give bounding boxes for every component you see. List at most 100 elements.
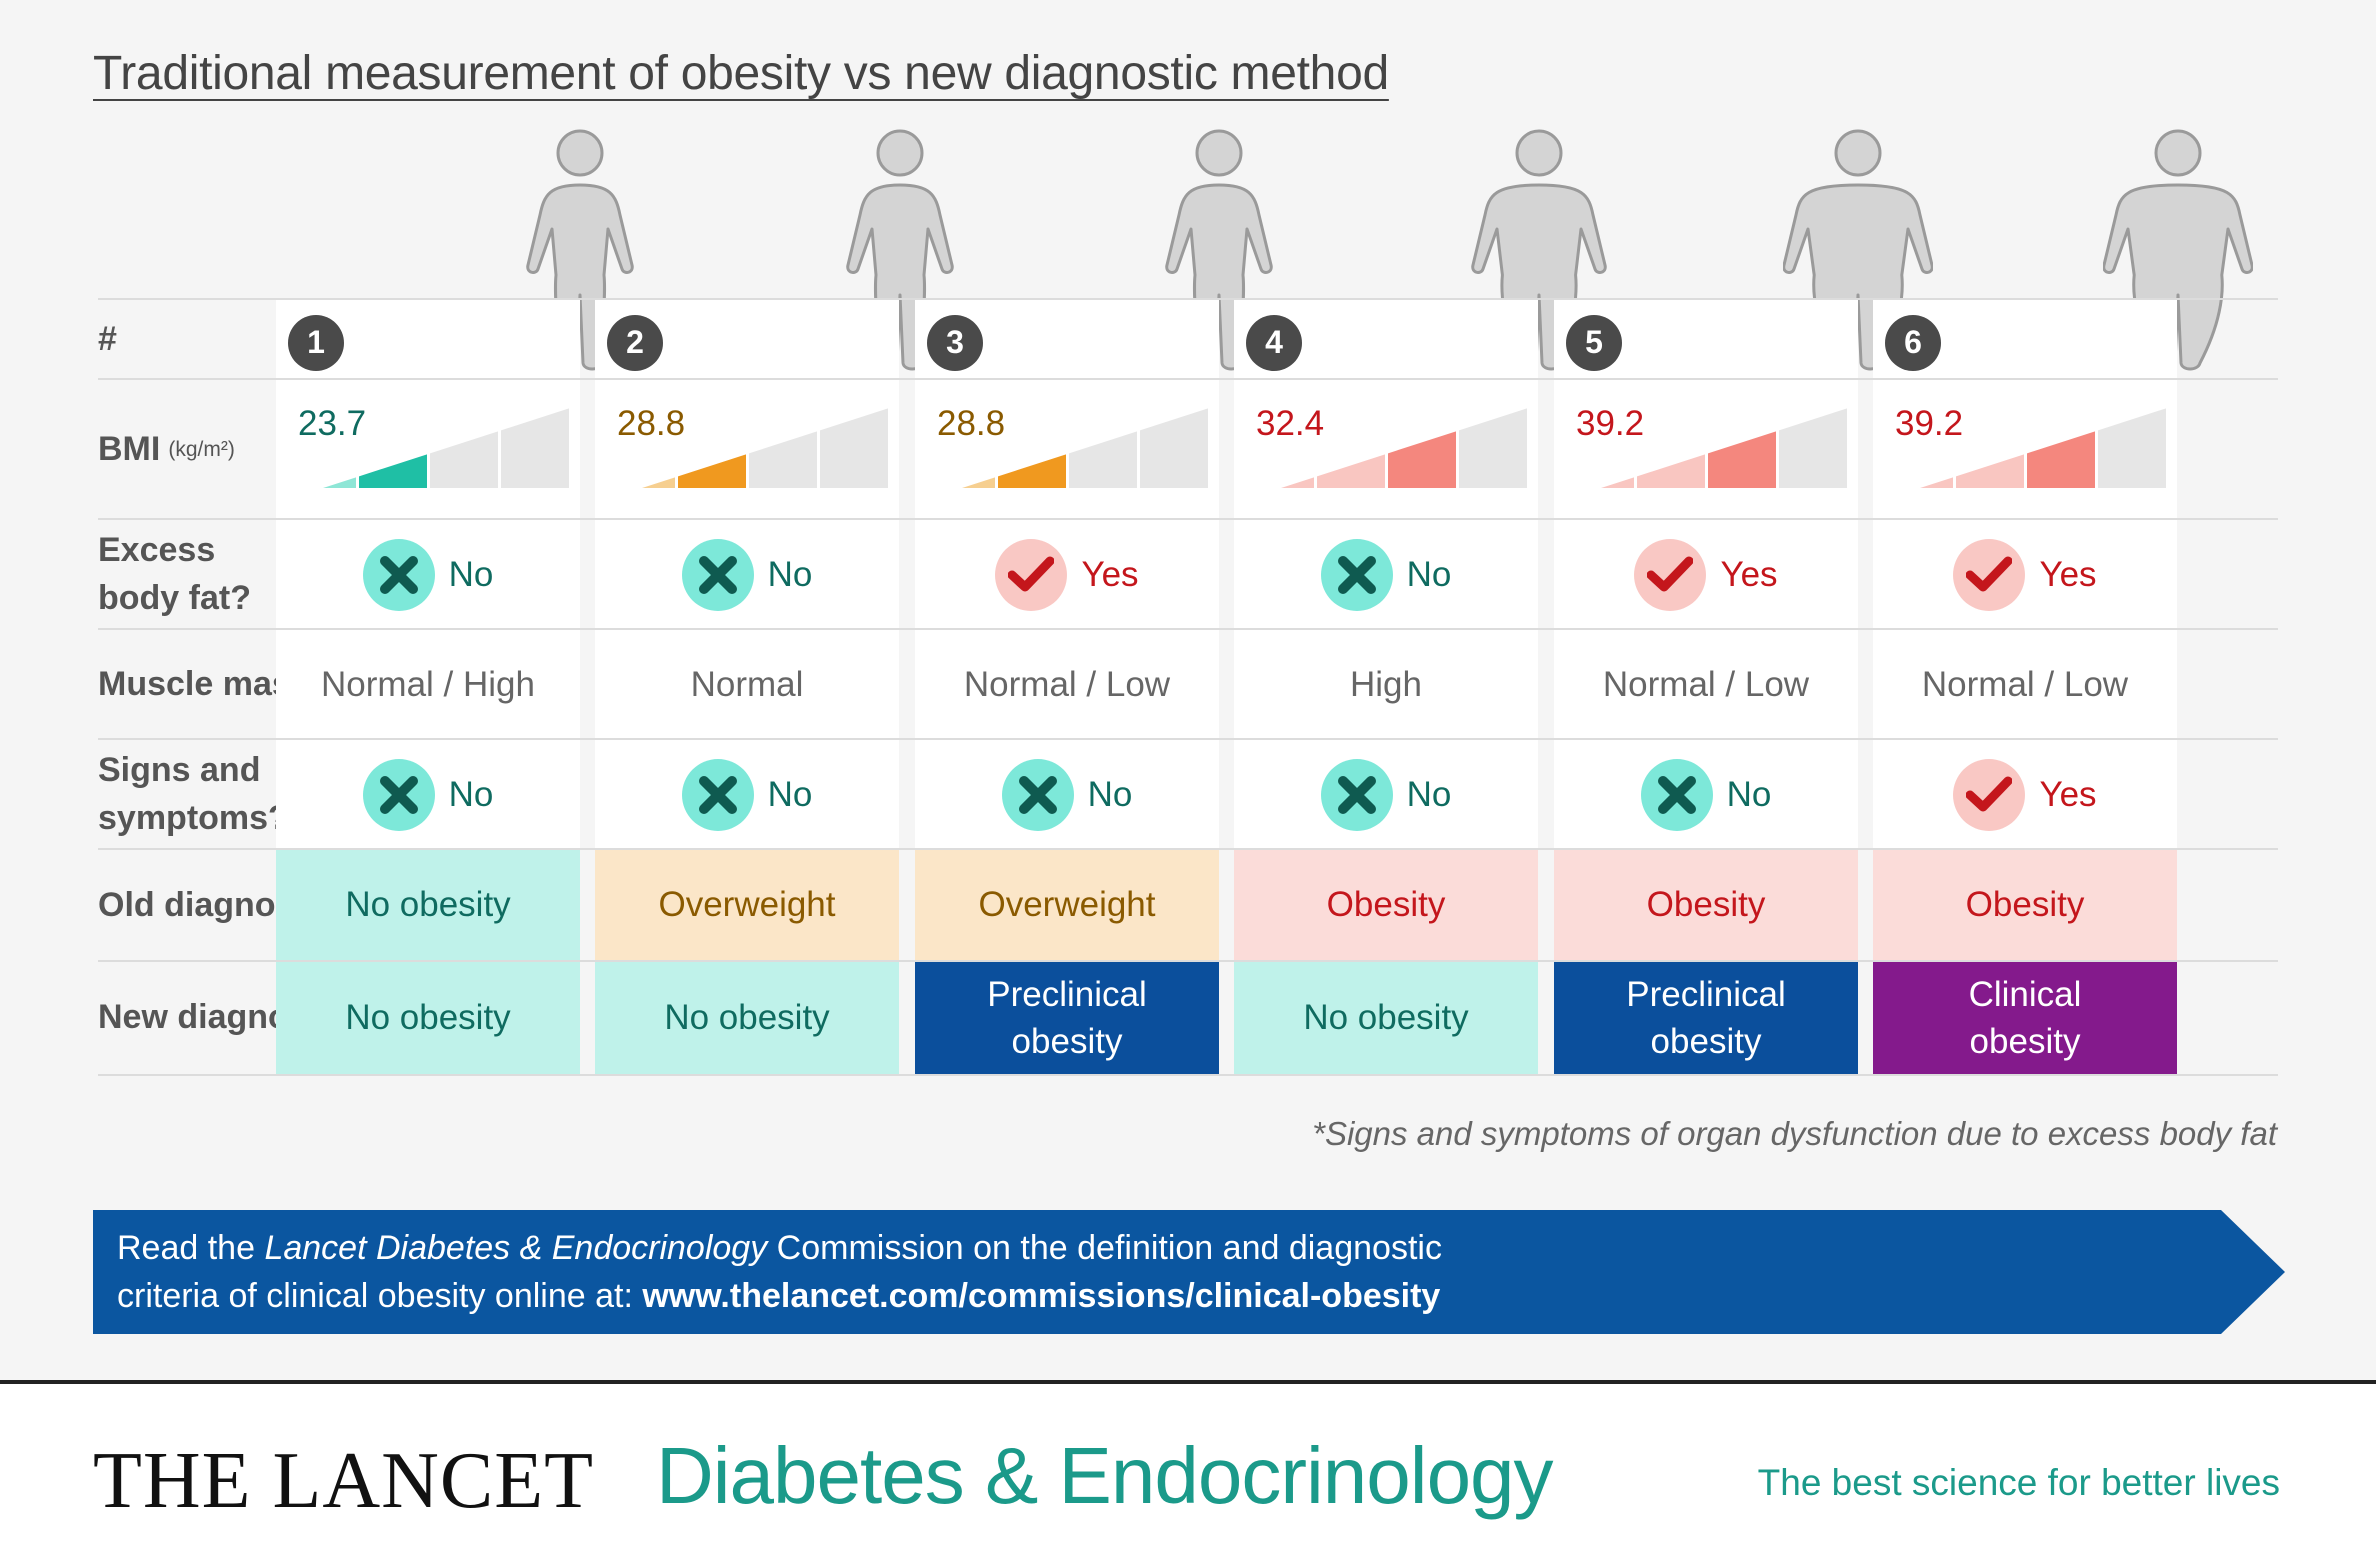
banner-text: Read the Lancet Diabetes & Endocrinology… — [117, 1224, 1442, 1320]
case-number-cell: 1 — [276, 300, 580, 380]
row-label-excess-fat: Excess body fat? — [98, 520, 363, 630]
bmi-value: 28.8 — [617, 404, 686, 443]
bmi-label: BMI — [98, 430, 161, 469]
excess-fat-answer: No — [448, 555, 494, 595]
bmi-segment — [2098, 408, 2166, 488]
bmi-segment — [1317, 454, 1385, 488]
excess-fat-label-line2: body fat? — [98, 579, 251, 617]
muscle-mass-row: Muscle mass Normal / High Normal Normal / … — [98, 628, 2278, 740]
case-number-cell: 4 — [1234, 300, 1538, 380]
signs-cell: No — [276, 740, 580, 850]
body-figure-4 — [1464, 125, 1614, 375]
bmi-scale-bar — [1281, 408, 1527, 488]
case-number-badge: 6 — [1885, 315, 1941, 371]
excess-fat-cell: No — [595, 520, 899, 630]
old-diagnosis-label: Obesity — [1646, 885, 1766, 925]
new-diagnosis-label: Clinical obesity — [1968, 974, 2082, 1061]
excess-fat-answer: Yes — [2039, 555, 2097, 595]
new-diagnosis-cell: No obesity — [1234, 962, 1538, 1074]
signs-indicator: No — [681, 759, 812, 831]
bmi-value: 23.7 — [298, 404, 367, 443]
body-figure-3 — [1144, 125, 1294, 375]
cross-icon — [1320, 539, 1393, 611]
signs-indicator: No — [1320, 759, 1452, 831]
old-diagnosis-label: No obesity — [345, 885, 511, 925]
bmi-segment — [430, 431, 498, 488]
new-diagnosis-cell: Preclinical obesity — [1554, 962, 1858, 1074]
bmi-segment — [1920, 477, 1953, 488]
footer-divider — [0, 1380, 2376, 1384]
new-diagnosis-label: No obesity — [1303, 998, 1469, 1038]
commission-banner[interactable]: Read the Lancet Diabetes & Endocrinology… — [93, 1210, 2285, 1334]
excess-fat-indicator: Yes — [1953, 539, 2097, 611]
muscle-mass-cell: Normal / Low — [1554, 630, 1858, 740]
excess-fat-cell: Yes — [915, 520, 1219, 630]
row-label-number: # — [98, 320, 117, 359]
footer: THE LANCET Diabetes & Endocrinology The … — [0, 1384, 2376, 1560]
cross-icon — [362, 759, 435, 831]
excess-fat-indicator: No — [362, 539, 494, 611]
bmi-segment — [1779, 408, 1847, 488]
bmi-scale-bar — [1601, 408, 1847, 488]
new-diagnosis-cell: No obesity — [276, 962, 580, 1074]
old-diagnosis-cell: No obesity — [276, 850, 580, 960]
excess-fat-indicator: No — [1320, 539, 1452, 611]
signs-answer: No — [1406, 775, 1452, 815]
row-label-muscle-mass: Muscle mass — [98, 665, 310, 704]
bmi-row: BMI (kg/m²) 23.7 28.8 28.8 32.4 39.2 39.2 — [98, 378, 2278, 520]
bmi-segment — [820, 408, 888, 488]
tagline: The best science for better lives — [1757, 1462, 2280, 1503]
bmi-unit: (kg/m²) — [168, 438, 235, 462]
bmi-segment — [962, 477, 995, 488]
signs-cell: Yes — [1873, 740, 2177, 850]
new-diagnosis-label: Preclinical obesity — [987, 974, 1147, 1061]
cross-icon — [1001, 759, 1074, 831]
old-diagnosis-label: Obesity — [1965, 885, 2085, 925]
signs-indicator: Yes — [1953, 759, 2097, 831]
bmi-cell: 39.2 — [1554, 380, 1858, 520]
bmi-scale-bar — [962, 408, 1208, 488]
journal-name: Diabetes & Endocrinology — [656, 1431, 1554, 1520]
case-number-badge: 4 — [1246, 315, 1302, 371]
check-icon — [1953, 759, 2026, 831]
old-diagnosis-cell: Obesity — [1873, 850, 2177, 960]
old-diagnosis-label: Obesity — [1326, 885, 1446, 925]
cross-icon — [681, 539, 754, 611]
bmi-segment — [1956, 454, 2024, 488]
excess-fat-cell: No — [1234, 520, 1538, 630]
banner-url-link[interactable]: www.thelancet.com/commissions/clinical-o… — [642, 1277, 1441, 1315]
case-number-badge: 1 — [288, 315, 344, 371]
signs-label-line2: symptoms?* — [98, 799, 303, 837]
old-diagnosis-label: Overweight — [658, 885, 836, 925]
new-diagnosis-cell: Clinical obesity — [1873, 962, 2177, 1074]
case-number-cell: 2 — [595, 300, 899, 380]
muscle-mass-cell: Normal / High — [276, 630, 580, 740]
bmi-segment — [1069, 431, 1137, 488]
case-number-badge: 5 — [1566, 315, 1622, 371]
signs-label-line1: Signs and — [98, 751, 261, 790]
signs-answer: No — [1087, 775, 1133, 815]
bmi-scale-bar — [642, 408, 888, 488]
check-icon — [995, 539, 1068, 611]
bmi-segment — [749, 431, 817, 488]
signs-indicator: No — [1001, 759, 1133, 831]
muscle-mass-cell: Normal / Low — [915, 630, 1219, 740]
row-label-signs: Signs and symptoms?* — [98, 740, 363, 850]
body-figure-1 — [505, 125, 655, 375]
bmi-value: 28.8 — [937, 404, 1006, 443]
excess-fat-answer: No — [1406, 555, 1452, 595]
bmi-scale-bar — [1920, 408, 2166, 488]
excess-fat-indicator: No — [681, 539, 812, 611]
bmi-segment — [2027, 431, 2095, 488]
bmi-segment — [1140, 408, 1208, 488]
bmi-cell: 32.4 — [1234, 380, 1538, 520]
bmi-segment — [1281, 477, 1314, 488]
cross-icon — [1640, 759, 1713, 831]
old-diagnosis-cell: Overweight — [595, 850, 899, 960]
body-figure-2 — [825, 125, 975, 375]
new-diagnosis-label: No obesity — [664, 998, 830, 1038]
check-icon — [1634, 539, 1707, 611]
signs-row: Signs and symptoms?* No No No No No Yes — [98, 738, 2278, 850]
old-diagnosis-cell: Overweight — [915, 850, 1219, 960]
banner-journal-name: Lancet Diabetes & Endocrinology — [264, 1229, 768, 1267]
